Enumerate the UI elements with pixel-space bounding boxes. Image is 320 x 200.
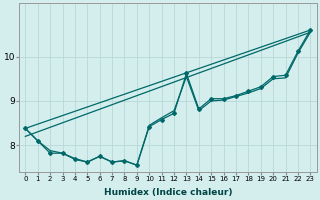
X-axis label: Humidex (Indice chaleur): Humidex (Indice chaleur) <box>104 188 232 197</box>
